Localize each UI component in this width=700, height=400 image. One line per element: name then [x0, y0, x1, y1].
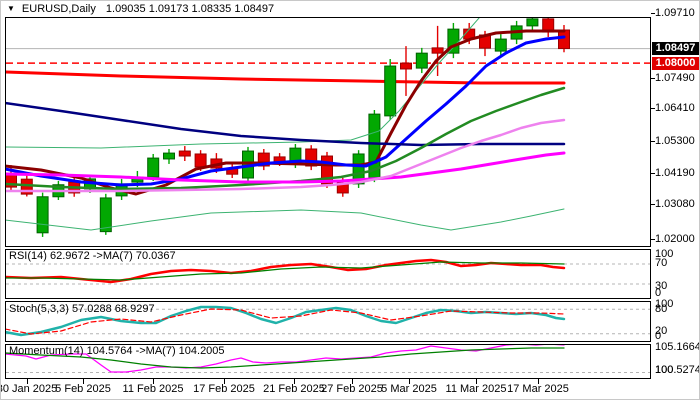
rsi-axis-label: 0	[655, 287, 662, 299]
rsi-axis-label: 100	[655, 248, 674, 260]
date-axis-label: 17 Mar 2025	[507, 383, 569, 395]
stoch-pane-border	[5, 301, 651, 342]
momentum-axis-label: 105.1664	[655, 341, 700, 353]
date-axis-label: 27 Feb 2025	[321, 383, 383, 395]
mom-pane-border	[5, 344, 651, 379]
momentum-axis-label: 100	[655, 364, 674, 376]
momentum-axis-label: 100.5274	[655, 364, 700, 376]
price-axis-label: 1.09710	[655, 7, 695, 19]
price-axis-label: 1.04190	[655, 167, 695, 179]
rsi-axis-label: 30	[655, 280, 668, 292]
level-price-tag: 1.08000	[652, 57, 699, 70]
symbol-timeframe-label: EURUSD,Daily	[21, 3, 96, 15]
rsi-pane-label: RSI(14) 62.9672 ->MA(7) 70.0367	[9, 250, 176, 262]
price-axis-label: 1.05300	[655, 135, 695, 147]
date-axis-label: 30 Jan 2025	[0, 383, 58, 395]
chart-title: ▼ EURUSD,Daily 1.09035 1.09173 1.08335 1.0…	[7, 3, 274, 15]
momentum-pane-label: Momentum(14) 104.5764 ->MA(7) 104.2005	[9, 345, 225, 357]
date-axis-label: 5 Feb 2025	[55, 383, 111, 395]
date-axis-label: 11 Feb 2025	[122, 383, 184, 395]
rsi-axis-label: 70	[655, 257, 668, 269]
date-axis-label: 17 Feb 2025	[193, 383, 255, 395]
stoch-pane	[6, 305, 650, 337]
main-pane	[6, 18, 650, 237]
ohlc-values-label: 1.09035 1.09173 1.08335 1.08497	[105, 3, 275, 15]
triangle-down-icon[interactable]: ▼	[7, 4, 15, 13]
price-axis-label: 1.03080	[655, 198, 695, 210]
price-axis-label: 1.06410	[655, 102, 695, 114]
date-axis-label: 21 Feb 2025	[263, 383, 325, 395]
momentum-pane	[6, 345, 650, 373]
date-axis-label: 11 Mar 2025	[445, 383, 507, 395]
stoch-axis-label: 20	[655, 325, 668, 337]
stoch-axis-label: 0	[655, 330, 662, 342]
stoch-pane-label: Stoch(5,3,3) 57.0288 68.9297	[9, 303, 155, 315]
rsi-pane-border	[5, 249, 651, 299]
current-price-tag: 1.08497	[652, 42, 699, 55]
date-axis-label: 5 Mar 2025	[381, 383, 437, 395]
stoch-axis-label: 100	[655, 298, 674, 310]
stoch-axis-label: 80	[655, 303, 668, 315]
price-axis-label: 1.02000	[655, 233, 695, 245]
rsi-pane	[6, 258, 650, 285]
candles-layer	[6, 18, 570, 237]
price-axis-label: 1.07490	[655, 72, 695, 84]
main-pane-border	[5, 17, 651, 247]
